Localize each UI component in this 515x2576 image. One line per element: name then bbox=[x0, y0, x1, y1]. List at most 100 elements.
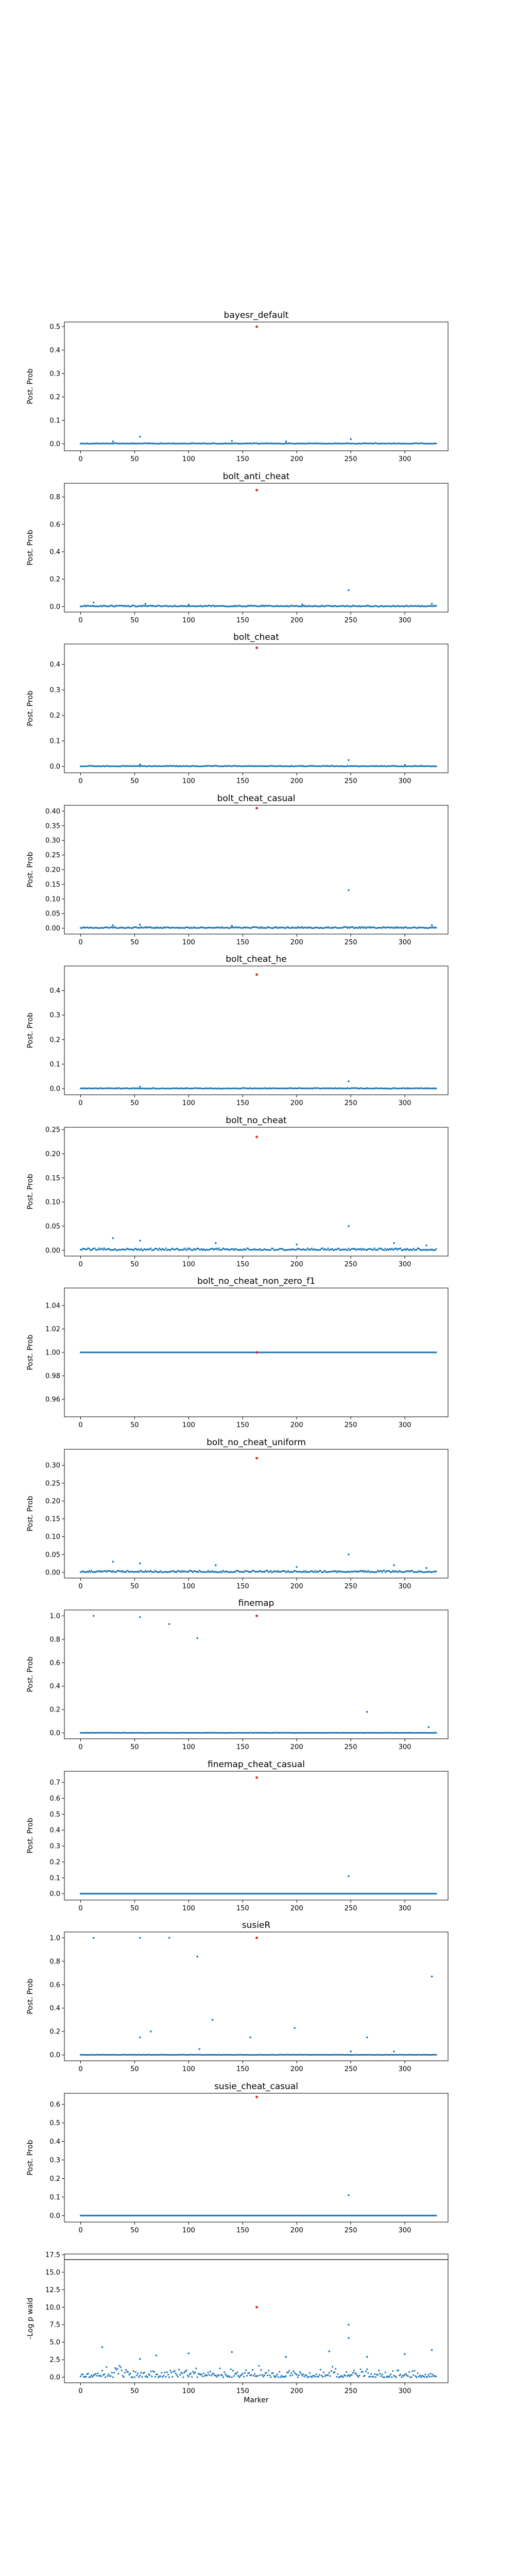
marker-point bbox=[299, 2371, 301, 2373]
y-tick-label: 12.5 bbox=[45, 2286, 60, 2294]
y-tick-label: 10.0 bbox=[45, 2304, 60, 2312]
x-tick-label: 150 bbox=[236, 939, 249, 946]
causal-marker-point bbox=[255, 488, 258, 492]
marker-point bbox=[139, 1616, 141, 1618]
marker-point bbox=[219, 2367, 221, 2369]
marker-point bbox=[100, 1248, 102, 1250]
marker-point bbox=[266, 2374, 269, 2377]
marker-point bbox=[260, 604, 262, 606]
marker-point bbox=[139, 1937, 141, 1939]
marker-point bbox=[218, 1247, 220, 1249]
marker-point bbox=[387, 2376, 390, 2378]
x-tick-label: 250 bbox=[345, 939, 357, 946]
x-tick-label: 150 bbox=[236, 2065, 249, 2073]
marker-point bbox=[149, 1248, 151, 1250]
marker-point bbox=[348, 1553, 350, 1556]
marker-point bbox=[330, 2370, 332, 2372]
marker-point bbox=[188, 1247, 191, 1249]
marker-point bbox=[364, 2375, 366, 2377]
marker-point bbox=[426, 2376, 428, 2378]
data-layer bbox=[79, 647, 437, 768]
marker-point bbox=[149, 2374, 151, 2376]
marker-point bbox=[187, 1248, 190, 1250]
marker-point bbox=[367, 1570, 369, 1572]
marker-point bbox=[285, 440, 287, 443]
x-tick-label: 300 bbox=[399, 2227, 411, 2234]
marker-point bbox=[306, 1247, 308, 1249]
subplot-title: susie_cheat_casual bbox=[214, 2081, 298, 2092]
x-tick-label: 100 bbox=[182, 1099, 195, 1107]
marker-point bbox=[110, 2375, 112, 2377]
x-tick-label: 0 bbox=[78, 1743, 82, 1751]
marker-point bbox=[416, 1248, 418, 1250]
y-tick-label: 0.20 bbox=[45, 867, 60, 874]
marker-point bbox=[393, 2050, 395, 2053]
marker-point bbox=[146, 2376, 149, 2378]
y-tick-label: 0.0 bbox=[49, 1086, 60, 1093]
marker-point bbox=[291, 2374, 294, 2376]
marker-point bbox=[397, 2369, 400, 2371]
marker-point bbox=[122, 1570, 124, 1572]
marker-point bbox=[435, 1248, 437, 1250]
marker-point bbox=[270, 1570, 272, 1572]
marker-point bbox=[435, 2054, 437, 2056]
marker-point bbox=[125, 1248, 127, 1250]
marker-point bbox=[383, 2376, 385, 2378]
marker-point bbox=[140, 1570, 142, 1572]
data-layer bbox=[79, 973, 437, 1090]
marker-point bbox=[434, 1249, 436, 1251]
x-tick-label: 50 bbox=[130, 2065, 139, 2073]
marker-point bbox=[114, 926, 116, 928]
marker-point bbox=[321, 2376, 324, 2378]
x-tick-label: 50 bbox=[130, 939, 139, 946]
marker-point bbox=[82, 1570, 84, 1572]
marker-point bbox=[139, 435, 141, 438]
marker-point bbox=[311, 1570, 313, 1572]
x-tick-label: 300 bbox=[399, 1905, 411, 1912]
marker-point bbox=[336, 2376, 338, 2378]
data-layer bbox=[79, 488, 437, 607]
marker-point bbox=[290, 2372, 293, 2374]
marker-point bbox=[374, 2376, 376, 2378]
marker-point bbox=[242, 2372, 244, 2375]
marker-point bbox=[247, 1247, 249, 1249]
x-tick-label: 100 bbox=[182, 2387, 195, 2395]
x-tick-label: 0 bbox=[78, 1261, 82, 1268]
marker-point bbox=[99, 1571, 101, 1573]
y-tick-label: 0.2 bbox=[49, 1706, 60, 1714]
marker-point bbox=[197, 1248, 199, 1250]
x-tick-label: 250 bbox=[345, 1099, 357, 1107]
marker-point bbox=[112, 924, 114, 926]
marker-point bbox=[111, 2371, 113, 2374]
marker-point bbox=[432, 2374, 434, 2376]
x-tick-label: 250 bbox=[345, 617, 357, 624]
marker-point bbox=[356, 2375, 358, 2377]
marker-point bbox=[297, 926, 299, 928]
marker-point bbox=[300, 927, 302, 929]
x-tick-label: 250 bbox=[345, 777, 357, 785]
marker-point bbox=[245, 2369, 247, 2371]
marker-point bbox=[277, 2376, 280, 2378]
marker-point bbox=[234, 1571, 236, 1573]
marker-point bbox=[86, 1248, 88, 1250]
x-tick-label: 150 bbox=[236, 1099, 249, 1107]
marker-point bbox=[257, 2375, 259, 2377]
x-tick-label: 250 bbox=[345, 1421, 357, 1429]
x-tick-label: 0 bbox=[78, 2387, 82, 2395]
y-tick-label: 0.2 bbox=[49, 1036, 60, 1044]
marker-point bbox=[249, 2036, 251, 2039]
y-tick-label: 0.0 bbox=[49, 440, 60, 448]
axes-frame bbox=[64, 1127, 449, 1257]
marker-point bbox=[174, 2370, 176, 2372]
marker-point bbox=[284, 1570, 286, 1572]
marker-point bbox=[298, 2374, 300, 2376]
marker-point bbox=[389, 1570, 391, 1572]
marker-point bbox=[318, 2374, 320, 2376]
marker-point bbox=[196, 1637, 198, 1639]
marker-point bbox=[221, 1248, 223, 1250]
marker-point bbox=[191, 2376, 193, 2378]
marker-point bbox=[154, 1570, 156, 1572]
marker-point bbox=[301, 926, 303, 928]
marker-point bbox=[222, 1570, 225, 1572]
marker-point bbox=[431, 603, 433, 605]
